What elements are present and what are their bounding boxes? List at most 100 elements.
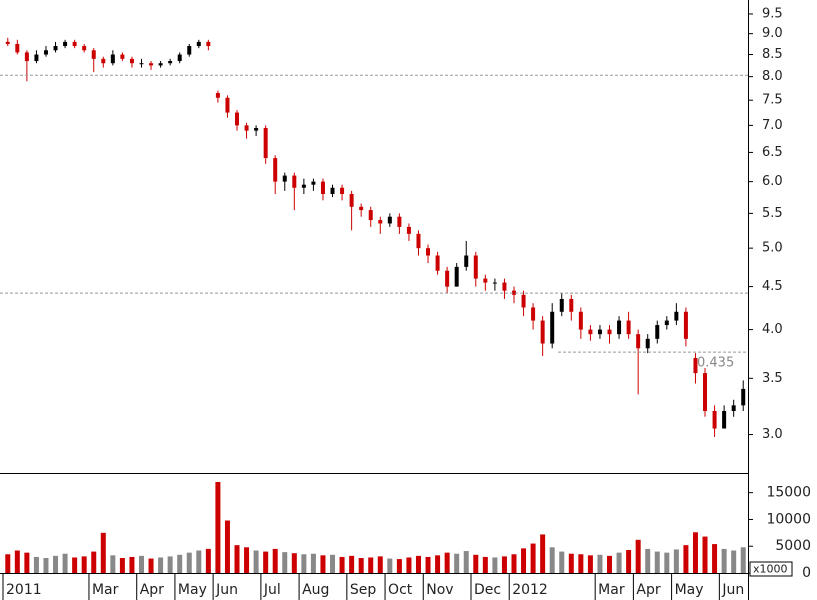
candle-body [626, 320, 631, 335]
x-tick-label: Mar [92, 582, 119, 598]
volume-bar [53, 555, 59, 573]
candle-body [53, 46, 58, 51]
candle-body [292, 175, 297, 188]
candle-body [263, 127, 268, 159]
volume-bar [368, 557, 374, 573]
volume-bar [100, 532, 106, 573]
volume-bar [148, 558, 154, 573]
volume-bar [587, 555, 593, 573]
candle-body [540, 320, 545, 344]
volume-bar [549, 547, 555, 573]
candle-body [531, 307, 536, 321]
y-tick-label: 6.0 [762, 174, 783, 189]
candle-body [368, 210, 373, 221]
candle-body [703, 373, 708, 412]
candle-body [282, 175, 287, 182]
x-tick-label: Jul [263, 582, 281, 598]
volume-bar [196, 550, 202, 573]
candle-body [483, 278, 488, 283]
candle-body [273, 158, 278, 182]
volume-bar [320, 555, 326, 573]
volume-bar [482, 556, 488, 573]
volume-bar [110, 555, 116, 573]
volume-bar [425, 556, 431, 573]
candle-body [15, 43, 20, 53]
y-tick-label: 0 [802, 565, 811, 581]
y-tick-label: 15000 [766, 485, 811, 501]
candle-body [91, 50, 96, 59]
volume-bar [568, 553, 574, 573]
volume-bar [387, 558, 393, 573]
volume-bar [291, 553, 297, 573]
candle-body [378, 220, 383, 224]
volume-bar [129, 556, 135, 573]
volume-bar [396, 559, 402, 573]
candle-body [5, 41, 10, 44]
volume-bar [282, 552, 288, 573]
candle-body [110, 54, 115, 64]
y-tick-label: 8.0 [762, 69, 783, 84]
candle-body [254, 127, 259, 131]
volume-bar [578, 554, 584, 573]
volume-bar [358, 558, 364, 573]
volume-bar [415, 555, 421, 573]
candle-body [34, 54, 39, 62]
volume-bar [444, 552, 450, 573]
candle-body [416, 233, 421, 249]
candle-body [607, 329, 612, 335]
candle-body [320, 181, 325, 194]
y-tick-label: 3.5 [762, 371, 783, 386]
candle-body [741, 388, 746, 406]
candle-body [550, 311, 555, 344]
volume-bar [14, 550, 20, 573]
candle-body [139, 63, 144, 65]
candle-body [101, 58, 106, 64]
candle-body [664, 320, 669, 326]
candle-body [569, 298, 574, 312]
x-tick-label: Apr [636, 582, 660, 598]
volume-bar [731, 550, 737, 573]
volume-bar [349, 555, 355, 573]
candle-body [129, 58, 134, 64]
volume-bar [43, 558, 49, 573]
candle-body [82, 46, 87, 51]
y-tick-label: 5000 [775, 538, 811, 554]
volume-bar [205, 548, 211, 573]
y-tick-label: 8.5 [762, 47, 783, 62]
volume-bar [607, 555, 613, 573]
volume-bar [435, 555, 441, 573]
candle-body [683, 311, 688, 339]
volume-bar [473, 554, 479, 573]
volume-bar [234, 545, 240, 573]
candle-body [712, 411, 717, 429]
candle-body [406, 226, 411, 234]
volume-bar [540, 534, 546, 573]
volume-bar [721, 548, 727, 573]
x-tick-label: Mar [598, 582, 625, 598]
volume-bar [33, 556, 39, 573]
y-tick-label: 5.5 [762, 206, 783, 221]
x-tick-label: Jun [721, 582, 744, 598]
volume-bar [72, 557, 78, 573]
candle-body [215, 92, 220, 98]
volume-bar [406, 557, 412, 573]
volume-bar [224, 520, 230, 573]
volume-bar [177, 554, 183, 573]
candle-body [149, 63, 154, 66]
volume-bar [692, 532, 698, 573]
y-tick-label: 6.5 [762, 145, 783, 160]
x-tick-label: May [178, 582, 207, 598]
volume-bar [673, 549, 679, 573]
unit-label: x1000 [753, 563, 788, 576]
candle-body [674, 311, 679, 321]
volume-bar [24, 552, 30, 573]
volume-bar [645, 548, 651, 573]
volume-bar [5, 554, 11, 573]
unit-box [749, 561, 793, 577]
volume-bar [272, 548, 278, 573]
x-tick-label: Oct [388, 582, 413, 598]
volume-bar [339, 556, 345, 573]
candle-body [473, 255, 478, 279]
